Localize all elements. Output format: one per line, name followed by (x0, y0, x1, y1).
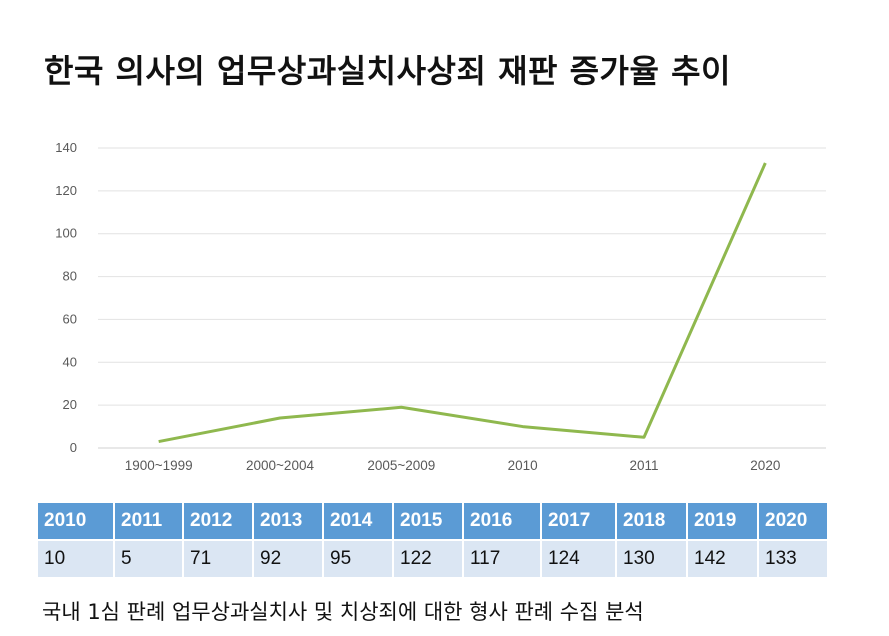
table-cell: 5 (115, 541, 182, 577)
x-axis-ticks: 1900~1999 2000~2004 2005~2009 2010 2011 2020 (125, 458, 781, 473)
table-header-row: 2010 2011 2012 2013 2014 2015 2016 2017 2018 2019… (38, 503, 827, 539)
table-header-cell: 2012 (184, 503, 252, 539)
table-header-cell: 2010 (38, 503, 113, 539)
line-chart: 0 20 40 60 80 100 120 140 1900~1999 2000~2004 200… (55, 140, 826, 473)
chart-title: 한국 의사의 업무상과실치사상죄 재판 증가율 추이 (44, 52, 731, 90)
yearly-counts-table: 2010 2011 2012 2013 2014 2015 2016 2017 2018 2019… (36, 501, 829, 579)
table-header-cell: 2016 (464, 503, 540, 539)
table-cell: 142 (688, 541, 757, 577)
x-tick-label: 2011 (629, 458, 658, 473)
y-tick-label: 100 (55, 226, 77, 241)
table-header-cell: 2018 (617, 503, 686, 539)
table-header-cell: 2015 (394, 503, 462, 539)
table-cell: 71 (184, 541, 252, 577)
series-line (158, 162, 767, 444)
table-cell: 122 (394, 541, 462, 577)
x-tick-label: 2010 (508, 458, 538, 473)
table-cell: 117 (464, 541, 540, 577)
table-cell: 133 (759, 541, 827, 577)
table-cell: 95 (324, 541, 392, 577)
source-note: 국내 1심 판례 업무상과실치사 및 치상죄에 대한 형사 판례 수집 분석 (42, 600, 644, 624)
table-header-cell: 2017 (542, 503, 615, 539)
table-row: 10 5 71 92 95 122 117 124 130 142 133 (38, 541, 827, 577)
x-tick-label: 2000~2004 (246, 458, 314, 473)
y-tick-label: 120 (55, 183, 77, 198)
table-cell: 10 (38, 541, 113, 577)
gridlines (98, 147, 826, 449)
table-header-cell: 2019 (688, 503, 757, 539)
table-header-cell: 2013 (254, 503, 322, 539)
y-tick-label: 140 (55, 140, 77, 155)
table-cell: 124 (542, 541, 615, 577)
y-tick-label: 40 (63, 354, 77, 369)
table-cell: 92 (254, 541, 322, 577)
y-tick-label: 20 (63, 397, 77, 412)
series-lines (158, 162, 767, 444)
table-header-cell: 2014 (324, 503, 392, 539)
table-header-cell: 2020 (759, 503, 827, 539)
table-cell: 130 (617, 541, 686, 577)
y-tick-label: 0 (70, 440, 77, 455)
table-header-cell: 2011 (115, 503, 182, 539)
y-tick-label: 80 (63, 269, 77, 284)
x-tick-label: 2005~2009 (367, 458, 435, 473)
y-axis-ticks: 0 20 40 60 80 100 120 140 (55, 140, 77, 455)
y-tick-label: 60 (63, 311, 77, 326)
x-tick-label: 2020 (750, 458, 780, 473)
x-tick-label: 1900~1999 (125, 458, 193, 473)
